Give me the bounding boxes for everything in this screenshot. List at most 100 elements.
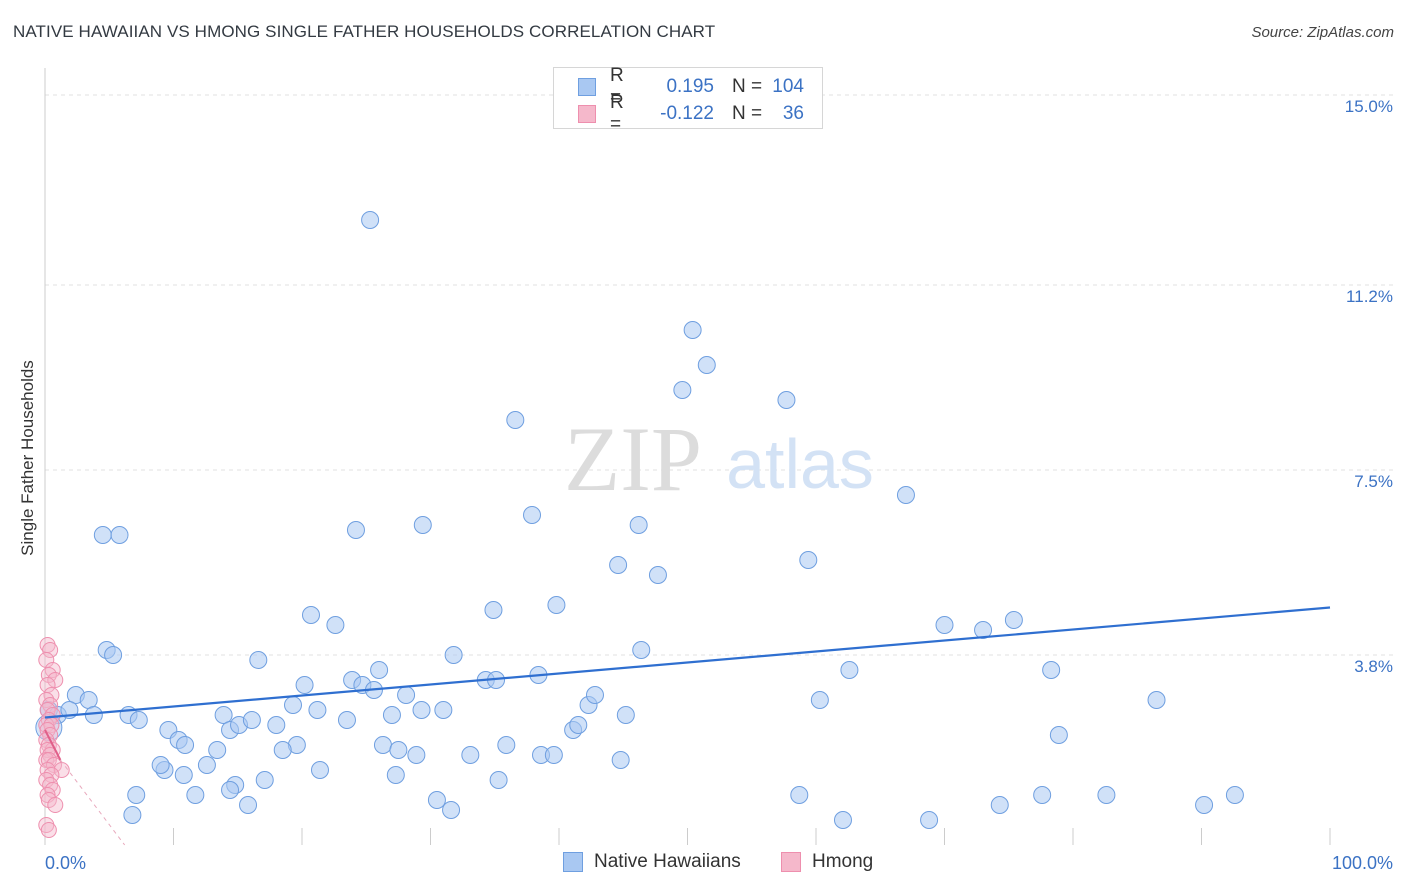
data-point-native-hawaiians [337, 711, 356, 729]
data-point-native-hawaiians [255, 771, 274, 789]
data-point-native-hawaiians [497, 736, 516, 754]
data-point-native-hawaiians [382, 706, 401, 724]
watermark: ZIP atlas [564, 408, 874, 510]
data-point-native-hawaiians [242, 711, 261, 729]
data-point-native-hawaiians [221, 781, 240, 799]
data-point-hmong [40, 822, 57, 838]
x-tick-label: 0.0% [45, 853, 86, 873]
legend-n-label: N = [732, 76, 763, 97]
data-point-native-hawaiians [1225, 786, 1244, 804]
data-point-native-hawaiians [1097, 786, 1116, 804]
data-point-native-hawaiians [1195, 796, 1214, 814]
watermark-zip: ZIP [564, 408, 702, 510]
legend-swatch-native-hawaiians [578, 78, 596, 96]
data-point-native-hawaiians [186, 786, 205, 804]
data-point-hmong [42, 642, 59, 658]
trend-layer [44, 606, 1331, 846]
y-tick-label: 15.0% [1345, 97, 1393, 116]
y-axis-label: Single Father Households [18, 360, 37, 556]
legend-n-value: 104 [772, 76, 804, 97]
data-point-native-hawaiians [386, 766, 405, 784]
legend-item-native-hawaiians[interactable]: Native Hawaiians [563, 851, 741, 873]
data-point-native-hawaiians [413, 516, 432, 534]
data-point-native-hawaiians [310, 761, 329, 779]
legend-swatch-hmong [578, 105, 596, 123]
chart-title: NATIVE HAWAIIAN VS HMONG SINGLE FATHER H… [13, 22, 716, 41]
data-point-native-hawaiians [123, 806, 142, 824]
correlation-legend: R = 0.195 N = 104 R = -0.122 N = 36 [553, 65, 823, 135]
data-point-native-hawaiians [777, 391, 796, 409]
data-point-native-hawaiians [197, 756, 216, 774]
data-point-native-hawaiians [176, 736, 195, 754]
data-point-native-hawaiians [79, 691, 98, 709]
data-point-native-hawaiians [442, 801, 461, 819]
data-point-native-hawaiians [84, 706, 103, 724]
data-point-native-hawaiians [1147, 691, 1166, 709]
data-point-hmong [45, 757, 62, 773]
data-point-native-hawaiians [547, 596, 566, 614]
data-point-native-hawaiians [523, 506, 542, 524]
data-point-native-hawaiians [174, 766, 193, 784]
legend-r-label: R = [610, 92, 624, 135]
watermark-atlas: atlas [726, 425, 874, 503]
data-point-native-hawaiians [239, 796, 258, 814]
data-point-native-hawaiians [397, 686, 416, 704]
data-point-native-hawaiians [935, 616, 954, 634]
data-point-native-hawaiians [326, 616, 345, 634]
data-point-native-hawaiians [249, 651, 268, 669]
data-point-native-hawaiians [129, 711, 148, 729]
legend-r-label: R = [610, 65, 624, 108]
data-point-native-hawaiians [790, 786, 809, 804]
legend-label-hmong: Hmong [812, 851, 874, 872]
data-point-hmong [47, 672, 64, 688]
legend-swatch-native-hawaiians [563, 852, 583, 872]
data-point-native-hawaiians [648, 566, 667, 584]
y-tick-label: 3.8% [1354, 657, 1393, 676]
data-point-native-hawaiians [920, 811, 939, 829]
data-point-hmong [47, 797, 64, 813]
grid-layer [45, 94, 1393, 656]
data-point-native-hawaiians [93, 526, 112, 544]
data-point-native-hawaiians [569, 716, 588, 734]
data-point-native-hawaiians [208, 741, 227, 759]
data-point-native-hawaiians [484, 601, 503, 619]
tick-label-layer: 3.8% 7.5% 11.2% 15.0% 0.0% 100.0% [45, 97, 1393, 873]
data-point-native-hawaiians [697, 356, 716, 374]
data-point-native-hawaiians [585, 686, 604, 704]
data-point-native-hawaiians [273, 741, 292, 759]
legend-item-hmong[interactable]: Hmong [781, 851, 873, 873]
data-point-native-hawaiians [833, 811, 852, 829]
data-point-native-hawaiians [544, 746, 563, 764]
data-point-native-hawaiians [673, 381, 692, 399]
data-point-native-hawaiians [1042, 661, 1061, 679]
data-point-native-hawaiians [461, 746, 480, 764]
x-tick-label: 100.0% [1332, 853, 1393, 873]
data-point-native-hawaiians [1033, 786, 1052, 804]
data-point-native-hawaiians [373, 736, 392, 754]
data-point-native-hawaiians [611, 751, 630, 769]
data-point-native-hawaiians [427, 791, 446, 809]
data-point-native-hawaiians [1004, 611, 1023, 629]
points-layer [35, 211, 1244, 838]
data-point-native-hawaiians [506, 411, 525, 429]
trendline-hmong-extension [60, 759, 126, 846]
data-point-native-hawaiians [609, 556, 628, 574]
data-point-hmong [40, 667, 57, 683]
y-tick-label: 11.2% [1346, 287, 1393, 306]
data-point-native-hawaiians [489, 771, 508, 789]
data-point-native-hawaiians [110, 526, 129, 544]
legend-r-value: 0.195 [666, 76, 714, 97]
data-point-native-hawaiians [896, 486, 915, 504]
data-point-native-hawaiians [632, 641, 651, 659]
y-tick-label: 7.5% [1354, 472, 1393, 491]
data-point-native-hawaiians [370, 661, 389, 679]
data-point-native-hawaiians [214, 706, 233, 724]
data-point-native-hawaiians [407, 746, 426, 764]
data-point-native-hawaiians [267, 716, 286, 734]
series-legend: Native Hawaiians Hmong [0, 851, 1406, 877]
data-point-native-hawaiians [1049, 726, 1068, 744]
data-point-native-hawaiians [308, 701, 327, 719]
legend-row-hmong: R = -0.122 N = 36 [578, 92, 804, 135]
data-point-native-hawaiians [361, 211, 380, 229]
